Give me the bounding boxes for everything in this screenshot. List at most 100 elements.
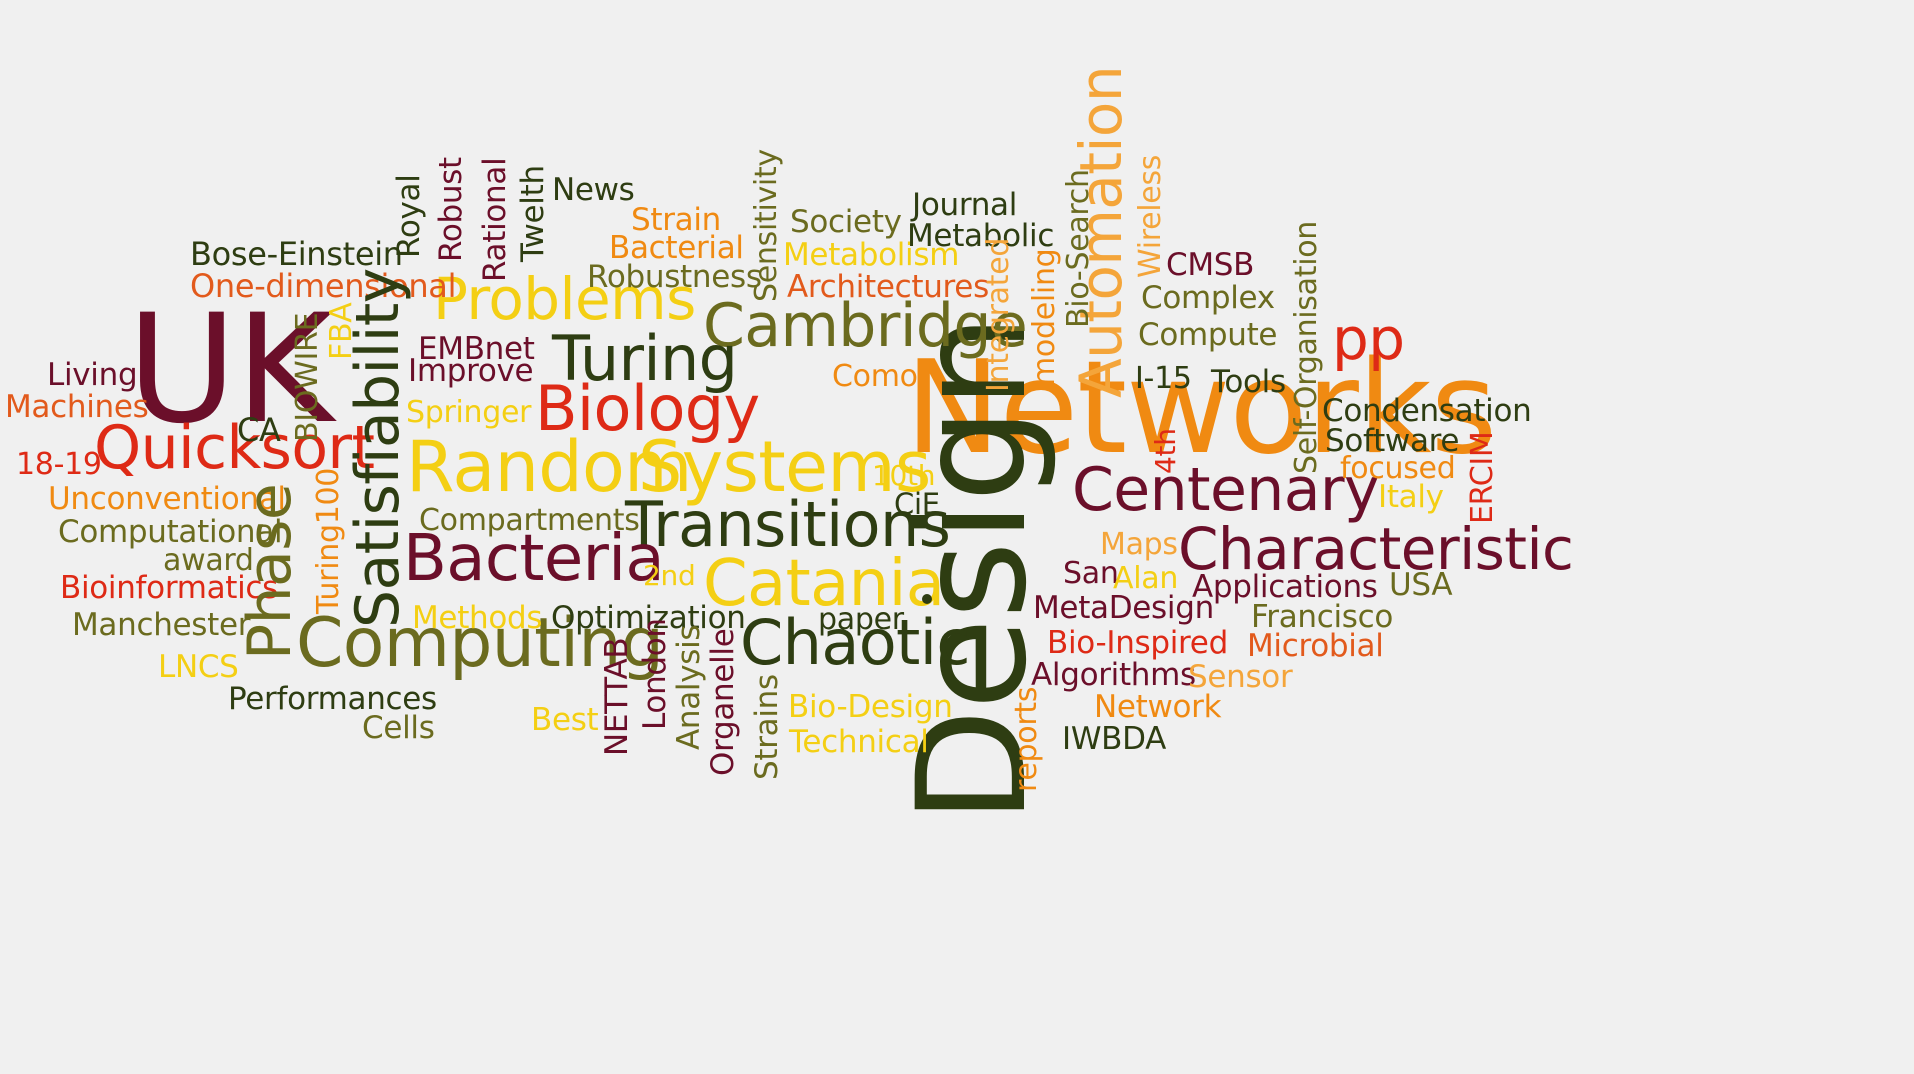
word-lncs: LNCS bbox=[158, 649, 239, 685]
word-transitions: Transitions bbox=[625, 488, 951, 561]
word-computational: Computational bbox=[58, 514, 283, 550]
word-technical: Technical bbox=[789, 724, 929, 760]
word-cells: Cells bbox=[362, 710, 435, 746]
word-cambridge: Cambridge bbox=[703, 291, 1028, 361]
word-network: Network bbox=[1094, 689, 1222, 725]
word-news: News bbox=[552, 172, 635, 208]
word-2nd: 2nd bbox=[643, 559, 696, 592]
word-modeling: modeling bbox=[1027, 248, 1062, 386]
dot-mark bbox=[922, 594, 932, 604]
word-strain: Strain bbox=[631, 202, 721, 238]
word-ercim: ERCIM bbox=[1465, 431, 1500, 525]
word-improve: Improve bbox=[408, 353, 534, 389]
word-maps: Maps bbox=[1100, 527, 1178, 562]
word-bacterial: Bacterial bbox=[609, 230, 744, 266]
word-compute: Compute bbox=[1138, 317, 1278, 353]
word-fba: FBA bbox=[324, 302, 359, 360]
word-biology: Biology bbox=[535, 372, 760, 445]
word-organelle: Organelle bbox=[705, 628, 741, 776]
word-bioinformatics: Bioinformatics bbox=[60, 570, 279, 606]
word-iwbda: IWBDA bbox=[1062, 721, 1167, 757]
word-problems: Problems bbox=[433, 265, 696, 333]
word-society: Society bbox=[790, 204, 902, 240]
word-software: Software bbox=[1325, 423, 1460, 459]
word-characteristic: Characteristic bbox=[1178, 515, 1574, 583]
word-alan: Alan bbox=[1113, 561, 1179, 596]
word-focused: focused bbox=[1340, 451, 1456, 486]
word-analysis: Analysis bbox=[671, 624, 707, 750]
word-metabolism: Metabolism bbox=[783, 237, 960, 273]
word-sensitivity: Sensitivity bbox=[749, 149, 784, 302]
word-san: San bbox=[1063, 556, 1119, 591]
word-4th: 4th bbox=[1149, 428, 1182, 474]
word-wireless: Wireless bbox=[1133, 154, 1168, 278]
word-performances: Performances bbox=[228, 681, 437, 717]
word-bio-inspired: Bio-Inspired bbox=[1047, 625, 1228, 661]
word-10th: 10th bbox=[872, 459, 936, 492]
word-living: Living bbox=[47, 357, 138, 393]
word-computing: Computing bbox=[296, 604, 664, 683]
word-condensation: Condensation bbox=[1322, 393, 1532, 429]
word-metabolic: Metabolic bbox=[907, 218, 1055, 254]
word-robustness: Robustness bbox=[587, 259, 762, 295]
word-pp: pp bbox=[1332, 305, 1405, 373]
word-rational: Rational bbox=[477, 157, 513, 282]
word-uk: UK bbox=[127, 283, 334, 457]
word-applications: Applications bbox=[1192, 569, 1378, 605]
word-como: Como bbox=[832, 359, 918, 394]
word-turing100: Turing100 bbox=[311, 467, 346, 614]
word-random: Random bbox=[406, 426, 692, 508]
word-optimization: Optimization bbox=[551, 600, 746, 636]
word-bio-design: Bio-Design bbox=[788, 689, 953, 725]
word-strains: Strains bbox=[749, 674, 785, 780]
word-paper: paper bbox=[818, 602, 904, 637]
word-cie: CiE bbox=[894, 487, 940, 521]
word-self-organisation: Self-Organisation bbox=[1289, 221, 1324, 474]
word-robust: Robust bbox=[433, 157, 469, 262]
word-unconventional: Unconventional bbox=[48, 481, 286, 517]
word-bio-search: Bio-Search bbox=[1061, 169, 1096, 328]
word-algorithms: Algorithms bbox=[1031, 657, 1196, 693]
word-london: London bbox=[637, 618, 673, 730]
word-springer: Springer bbox=[406, 395, 532, 430]
word-turing: Turing bbox=[552, 322, 738, 395]
word-compartments: Compartments bbox=[419, 503, 640, 538]
word-italy: Italy bbox=[1378, 479, 1444, 515]
word-sensor: Sensor bbox=[1188, 659, 1293, 695]
word-catania: Catania bbox=[703, 547, 945, 621]
word-complex: Complex bbox=[1141, 280, 1275, 316]
word-ca: CA bbox=[237, 411, 281, 449]
word-integrated: Integrated bbox=[981, 237, 1016, 392]
word-one-dimensional: One-dimensional bbox=[190, 267, 457, 305]
word-reports: reports bbox=[1009, 686, 1044, 792]
word-bacteria: Bacteria bbox=[403, 522, 665, 596]
word-nettab: NETTAB bbox=[599, 637, 635, 756]
word-microbial: Microbial bbox=[1247, 628, 1384, 664]
word-machines: Machines bbox=[5, 389, 149, 425]
word-embnet: EMBnet bbox=[418, 331, 535, 367]
word-metadesign: MetaDesign bbox=[1033, 590, 1214, 626]
word-twelth: Twelth bbox=[515, 165, 551, 262]
word-methods: Methods bbox=[412, 600, 543, 636]
word-usa: USA bbox=[1389, 567, 1453, 603]
word-18-19: 18-19 bbox=[16, 447, 102, 482]
word-best: Best bbox=[531, 702, 599, 738]
word-tools: Tools bbox=[1211, 364, 1286, 400]
word-cmsb: CMSB bbox=[1166, 247, 1255, 283]
word-systems: Systems bbox=[638, 426, 931, 508]
word-phase: Phase bbox=[235, 483, 305, 660]
word-award: award bbox=[163, 543, 254, 578]
word-i-15: I-15 bbox=[1135, 361, 1192, 396]
word-manchester: Manchester bbox=[72, 607, 251, 643]
word-networks: Networks bbox=[905, 334, 1497, 483]
word-bose-einstein: Bose-Einstein bbox=[190, 235, 403, 273]
word-royal: Royal bbox=[391, 174, 427, 258]
word-journal: Journal bbox=[912, 187, 1018, 223]
word-centenary: Centenary bbox=[1072, 455, 1379, 525]
word-quicksort: Quicksort bbox=[94, 413, 375, 483]
word-architectures: Architectures bbox=[787, 269, 989, 305]
word-biowire: BIOWIRE bbox=[290, 312, 325, 442]
word-chaotic: Chaotic bbox=[740, 606, 970, 679]
word-francisco: Francisco bbox=[1251, 599, 1393, 635]
